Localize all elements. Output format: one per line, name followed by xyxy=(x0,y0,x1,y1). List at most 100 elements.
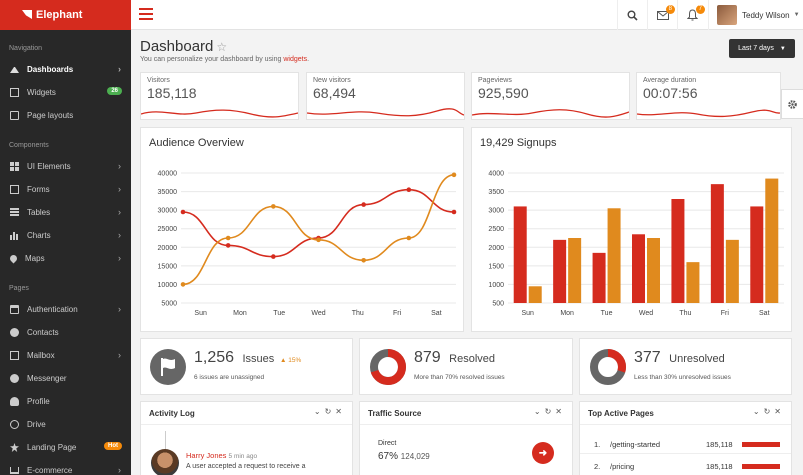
activity-user-link[interactable]: Harry Jones xyxy=(186,451,227,460)
unresolved-donut xyxy=(590,349,626,385)
gear-icon xyxy=(788,99,797,109)
close-icon[interactable]: ✕ xyxy=(335,407,346,416)
x-tick-label: Fri xyxy=(393,310,402,317)
new-visitors-sparkline xyxy=(307,108,464,117)
y-tick-label: 500 xyxy=(492,301,504,308)
sidebar-item-contacts[interactable]: Contacts xyxy=(0,321,131,344)
widget-controls[interactable]: ⌄↻✕ xyxy=(753,407,785,416)
y-tick-label: 2500 xyxy=(488,226,504,233)
arrow-right-icon[interactable]: ➜ xyxy=(532,442,554,464)
x-tick-label: Sat xyxy=(431,310,442,317)
resolved-donut xyxy=(370,349,406,385)
signups-card: 19,429 Signups 500 1000 1500 2000 2500 3000 35… xyxy=(471,127,792,332)
page-link[interactable]: /getting-started xyxy=(610,440,661,449)
top-pages-title: Top Active Pages xyxy=(588,409,654,418)
sidebar: Elephant Navigation Dashboards › Widgets 2… xyxy=(0,0,131,475)
x-tick-label: Thu xyxy=(352,310,364,317)
sidebar-item-maps[interactable]: Maps › xyxy=(0,247,131,270)
sidebar-item-widgets[interactable]: Widgets 26 xyxy=(0,81,131,104)
stat-card-average-duration: Average duration 00:07:56 xyxy=(636,72,781,120)
close-icon[interactable]: ✕ xyxy=(774,407,785,416)
chevron-right-icon: › xyxy=(118,304,121,314)
section-pages: Pages xyxy=(9,285,29,292)
brand-name: Elephant xyxy=(36,9,83,21)
data-point xyxy=(451,172,457,178)
chart-icon xyxy=(10,231,19,240)
pencil-icon xyxy=(10,185,19,194)
y-tick-label: 40000 xyxy=(158,171,178,178)
unresolved-count: 377 Unresolved xyxy=(634,349,725,366)
sidebar-item-drive[interactable]: Drive xyxy=(0,413,131,436)
refresh-icon[interactable]: ↻ xyxy=(324,407,336,416)
resolved-desc: More than 70% resolved issues xyxy=(414,374,505,381)
data-point xyxy=(316,237,321,243)
chevron-right-icon: › xyxy=(118,161,121,171)
x-tick-label: Tue xyxy=(601,310,613,317)
activity-time: 5 min ago xyxy=(228,453,258,460)
settings-button[interactable] xyxy=(781,89,803,119)
collapse-icon[interactable]: ⌄ xyxy=(533,407,545,416)
y-tick-label: 1500 xyxy=(488,263,504,270)
sidebar-item-mailbox[interactable]: Mailbox › xyxy=(0,344,131,367)
audience-line-chart: 5000 10000 15000 20000 25000 30000 35000 40000 S… xyxy=(158,171,457,317)
widget-controls[interactable]: ⌄↻✕ xyxy=(314,407,346,416)
sidebar-item-tables[interactable]: Tables › xyxy=(0,201,131,224)
page-icon xyxy=(10,111,19,120)
donut-fill xyxy=(590,349,626,385)
collapse-icon[interactable]: ⌄ xyxy=(313,407,325,416)
page-link[interactable]: /pricing xyxy=(610,462,635,471)
search-button[interactable] xyxy=(617,0,647,30)
caret-down-icon: ▼ xyxy=(779,45,786,52)
data-point xyxy=(225,243,231,248)
refresh-icon[interactable]: ↻ xyxy=(544,407,556,416)
y-tick-label: 3000 xyxy=(488,208,504,215)
y-tick-label: 3500 xyxy=(488,189,504,196)
resolved-count: 879 Resolved xyxy=(414,349,496,366)
sidebar-item-e-commerce[interactable]: E-commerce › xyxy=(0,459,131,475)
sidebar-item-page-layouts[interactable]: Page layouts xyxy=(0,104,131,127)
lock-icon xyxy=(10,305,19,314)
issues-trend: ▲ 15% xyxy=(280,357,302,364)
bar xyxy=(686,262,700,303)
stat-card-visitors: Visitors 185,118 xyxy=(140,72,299,120)
user-menu[interactable]: Teddy Wilson ▼ xyxy=(708,0,803,30)
sidebar-item-landing-page[interactable]: Landing Page Hot xyxy=(0,436,131,459)
y-tick-label: 20000 xyxy=(158,245,178,252)
date-range-dropdown[interactable]: Last 7 days ▼ xyxy=(729,39,795,58)
close-icon[interactable]: ✕ xyxy=(555,407,566,416)
mail-button[interactable]: 8 xyxy=(647,0,677,30)
favorite-star-icon[interactable]: ☆ xyxy=(216,40,228,54)
notifications-button[interactable]: 7 xyxy=(677,0,707,30)
data-point xyxy=(451,209,457,215)
sidebar-item-profile[interactable]: Profile xyxy=(0,390,131,413)
user-name: Teddy Wilson xyxy=(742,10,790,20)
top-header: 8 7 Teddy Wilson ▼ xyxy=(131,0,803,30)
map-pin-icon xyxy=(8,253,19,264)
bar xyxy=(568,238,582,303)
refresh-icon[interactable]: ↻ xyxy=(763,407,775,416)
audience-title: Audience Overview xyxy=(149,137,244,149)
hot-badge: Hot xyxy=(104,442,122,450)
flag-icon xyxy=(150,349,186,385)
sidebar-item-authentication[interactable]: Authentication › xyxy=(0,298,131,321)
sidebar-item-dashboards[interactable]: Dashboards › xyxy=(0,58,131,81)
users-icon xyxy=(10,328,19,337)
sidebar-item-forms[interactable]: Forms › xyxy=(0,178,131,201)
search-icon xyxy=(627,10,638,21)
bar xyxy=(592,252,606,303)
section-components: Components xyxy=(9,142,49,149)
y-tick-label: 15000 xyxy=(158,263,178,270)
widgets-link[interactable]: widgets xyxy=(283,56,308,63)
collapse-icon[interactable]: ⌄ xyxy=(752,407,764,416)
sidebar-item-ui-elements[interactable]: UI Elements › xyxy=(0,155,131,178)
sidebar-item-charts[interactable]: Charts › xyxy=(0,224,131,247)
brand-logo[interactable]: Elephant xyxy=(0,0,131,30)
x-tick-label: Mon xyxy=(233,310,247,317)
sidebar-item-messenger[interactable]: Messenger xyxy=(0,367,131,390)
activity-log-title: Activity Log xyxy=(149,409,195,418)
table-row: 2. /pricing 185,118 xyxy=(580,454,791,475)
progress-bar xyxy=(742,442,780,447)
notification-count-badge: 7 xyxy=(695,5,705,14)
hamburger-menu-icon[interactable] xyxy=(139,8,153,21)
widget-controls[interactable]: ⌄↻✕ xyxy=(534,407,566,416)
